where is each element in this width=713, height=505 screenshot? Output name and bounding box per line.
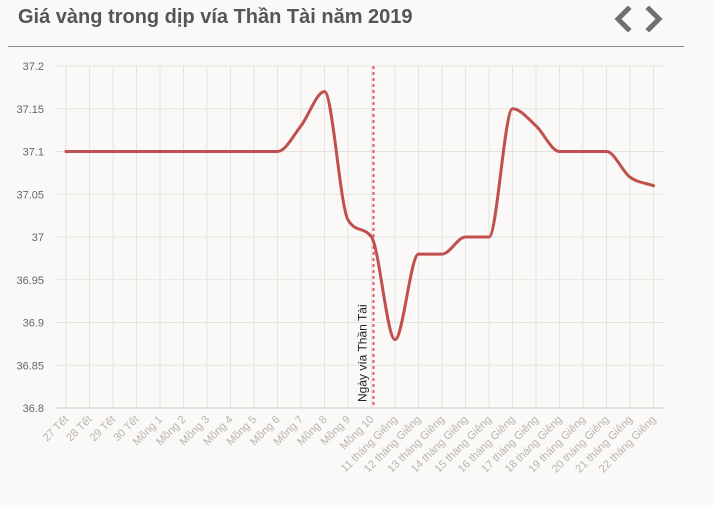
annotation-label: Ngày vía Thần Tài	[356, 304, 370, 402]
data-point[interactable]	[650, 182, 658, 190]
y-axis: 36.8 36.85 36.9 36.95 37 37.05 37.1 37.15 37.2	[16, 61, 44, 415]
data-point[interactable]	[109, 148, 117, 156]
data-point[interactable]	[203, 148, 211, 156]
y-tick-label: 37.15	[16, 104, 44, 116]
y-tick-label: 36.95	[16, 275, 44, 287]
data-point[interactable]	[391, 336, 399, 344]
y-tick-label: 37.1	[23, 147, 44, 159]
data-point[interactable]	[603, 148, 611, 156]
x-tick-label: 28 Tết	[64, 414, 94, 444]
chart-header: Giá vàng trong dịp vía Thần Tài năm 2019	[0, 0, 713, 46]
data-point[interactable]	[297, 122, 305, 130]
x-tick-label: 29 Tết	[88, 414, 118, 444]
data-point[interactable]	[62, 148, 70, 156]
data-point[interactable]	[156, 148, 164, 156]
data-point[interactable]	[579, 148, 587, 156]
data-point[interactable]	[415, 250, 423, 258]
y-tick-label: 36.9	[23, 318, 44, 330]
y-tick-label: 36.85	[16, 360, 44, 372]
y-tick-label: 37.05	[16, 189, 44, 201]
data-point[interactable]	[180, 148, 188, 156]
data-point[interactable]	[86, 148, 94, 156]
annotation: Ngày vía Thần Tài	[356, 66, 375, 408]
data-point[interactable]	[532, 122, 540, 130]
data-point[interactable]	[133, 148, 141, 156]
y-tick-label: 37	[32, 232, 44, 244]
data-point[interactable]	[626, 173, 634, 181]
y-tick-label: 36.8	[23, 403, 44, 415]
series	[62, 88, 658, 344]
data-point[interactable]	[321, 88, 329, 96]
data-point[interactable]	[556, 148, 564, 156]
next-button[interactable]	[642, 5, 666, 33]
chevron-left-icon	[614, 5, 632, 33]
header-divider	[8, 46, 684, 47]
data-point[interactable]	[227, 148, 235, 156]
data-point[interactable]	[274, 148, 282, 156]
y-tick-label: 37.2	[23, 61, 44, 73]
data-point[interactable]	[250, 148, 258, 156]
data-point[interactable]	[509, 105, 517, 113]
chevron-right-icon	[645, 5, 663, 33]
data-point[interactable]	[462, 233, 470, 241]
data-point[interactable]	[368, 233, 376, 241]
data-point[interactable]	[438, 250, 446, 258]
data-point[interactable]	[485, 233, 493, 241]
series-line	[64, 90, 655, 342]
x-tick-label: 27 Tết	[41, 414, 71, 444]
prev-button[interactable]	[611, 5, 635, 33]
data-point[interactable]	[344, 216, 352, 224]
chart-title: Giá vàng trong dịp vía Thần Tài năm 2019	[18, 6, 413, 28]
